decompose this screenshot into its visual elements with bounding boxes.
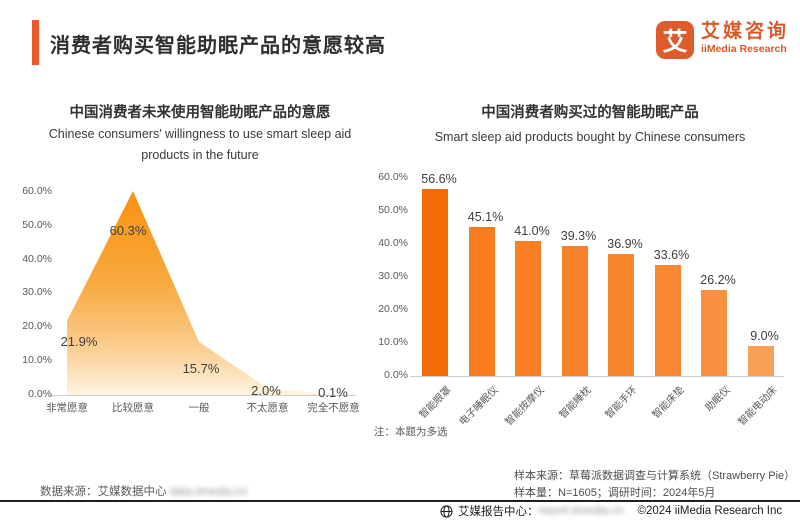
- y-axis-tick-label: 0.0%: [28, 387, 52, 400]
- report-center-label: 艾媒报告中心：: [458, 506, 539, 518]
- area-data-label: 15.7%: [182, 361, 220, 376]
- multiple-choice-note: 注：本题为多选: [374, 426, 448, 438]
- x-axis-category-label: 不太愿意: [246, 402, 289, 414]
- right-x-axis-line: [410, 376, 784, 377]
- bar-series-rect: [701, 289, 727, 376]
- copyright-text: ©2024 iiMedia Research Inc: [637, 505, 783, 517]
- page-title: 消费者购买智能助眠产品的意愿较高: [50, 35, 386, 57]
- bar-data-label: 39.3%: [560, 229, 597, 244]
- x-axis-category-label: 智能眼罩: [417, 384, 454, 421]
- left-chart-title: 中国消费者未来使用智能助眠产品的意愿: [69, 105, 331, 121]
- footer-divider: [0, 500, 800, 502]
- report-center-url: report.iimedia.cn: [538, 505, 624, 517]
- y-axis-tick-label: 50.0%: [22, 218, 52, 231]
- y-axis-tick-label: 20.0%: [378, 303, 408, 315]
- area-data-label: 60.3%: [109, 223, 147, 238]
- sample-size: 样本量：N=1605；调研时间：2024年5月: [514, 487, 716, 499]
- sample-info-block: 样本来源：草莓派数据调查与计算系统（Strawberry Pie） 样本量：N=…: [514, 468, 795, 502]
- y-axis-tick-label: 30.0%: [22, 286, 52, 299]
- x-axis-category-label: 助眠仪: [703, 384, 733, 414]
- data-source: 数据来源：艾媒数据中心 data.iimedia.cn: [40, 483, 247, 499]
- data-source-label: 数据来源：艾媒数据中心: [40, 486, 167, 498]
- iimedia-logo-icon: 艾: [656, 21, 694, 59]
- globe-icon: [440, 504, 453, 518]
- x-axis-category-label: 智能手环: [603, 384, 640, 421]
- bar-data-label: 45.1%: [467, 210, 504, 225]
- y-axis-tick-label: 0.0%: [384, 369, 408, 381]
- y-axis-tick-label: 40.0%: [378, 237, 408, 249]
- bar-data-label: 36.9%: [607, 237, 643, 252]
- bar-data-label: 26.2%: [700, 272, 736, 287]
- bar-series-rect: [422, 189, 448, 376]
- y-axis-tick-label: 50.0%: [378, 204, 408, 216]
- left-chart-subtitle: Chinese consumers' willingness to use sm…: [48, 127, 352, 162]
- left-x-axis-line: [50, 395, 356, 396]
- sample-source: 样本来源：草莓派数据调查与计算系统（Strawberry Pie）: [514, 470, 796, 482]
- bar-series-rect: [747, 346, 774, 376]
- y-axis-tick-label: 30.0%: [378, 270, 408, 282]
- y-axis-tick-label: 60.0%: [22, 185, 52, 197]
- x-axis-category-label: 非常愿意: [46, 402, 88, 414]
- brand-logo: 艾 艾媒咨询 iiMedia Research: [656, 21, 789, 59]
- area-data-label: 0.1%: [318, 385, 348, 400]
- brand-name-cn: 艾媒咨询: [701, 21, 790, 42]
- area-series: [67, 191, 334, 395]
- x-axis-category-label: 电子睡眠仪: [456, 384, 501, 428]
- y-axis-tick-label: 60.0%: [378, 171, 408, 183]
- y-axis-tick-label: 10.0%: [22, 354, 52, 367]
- y-axis-tick-label: 40.0%: [22, 252, 52, 265]
- y-axis-tick-label: 10.0%: [378, 336, 408, 348]
- bar-data-label: 56.6%: [421, 172, 457, 187]
- footer-bar: 艾媒报告中心： report.iimedia.cn ©2024 iiMedia …: [440, 503, 782, 519]
- x-axis-category-label: 智能床垫: [650, 384, 687, 421]
- x-axis-category-label: 比较愿意: [112, 402, 154, 414]
- x-axis-category-label: 智能电动床: [735, 384, 780, 428]
- data-source-url: data.iimedia.cn: [169, 486, 248, 498]
- x-axis-category-label: 一般: [188, 402, 210, 414]
- title-accent-bar: [32, 20, 39, 65]
- bar-data-label: 9.0%: [750, 329, 779, 344]
- brand-logo-text: 艾媒咨询 iiMedia Research: [701, 21, 789, 56]
- bar-series-rect: [561, 246, 588, 376]
- x-axis-category-label: 智能按摩仪: [503, 384, 547, 428]
- area-data-label: 21.9%: [60, 334, 98, 349]
- area-data-label: 2.0%: [251, 383, 281, 398]
- bar-series-rect: [654, 265, 681, 376]
- brand-name-en: iiMedia Research: [701, 43, 787, 55]
- bar-series-rect: [515, 240, 541, 376]
- bar-data-label: 33.6%: [653, 248, 690, 263]
- right-chart-title: 中国消费者购买过的智能助眠产品: [481, 105, 699, 121]
- logo-glyph: 艾: [662, 28, 688, 56]
- bar-data-label: 41.0%: [514, 223, 550, 238]
- bar-series-rect: [608, 254, 634, 376]
- y-axis-tick-label: 20.0%: [22, 320, 52, 333]
- right-chart-subtitle: Smart sleep aid products bought by Chine…: [434, 130, 746, 144]
- x-axis-category-label: 完全不愿意: [307, 402, 360, 414]
- bar-series-rect: [468, 227, 495, 376]
- x-axis-category-label: 智能睡枕: [557, 384, 594, 421]
- willingness-area-chart: [50, 190, 350, 396]
